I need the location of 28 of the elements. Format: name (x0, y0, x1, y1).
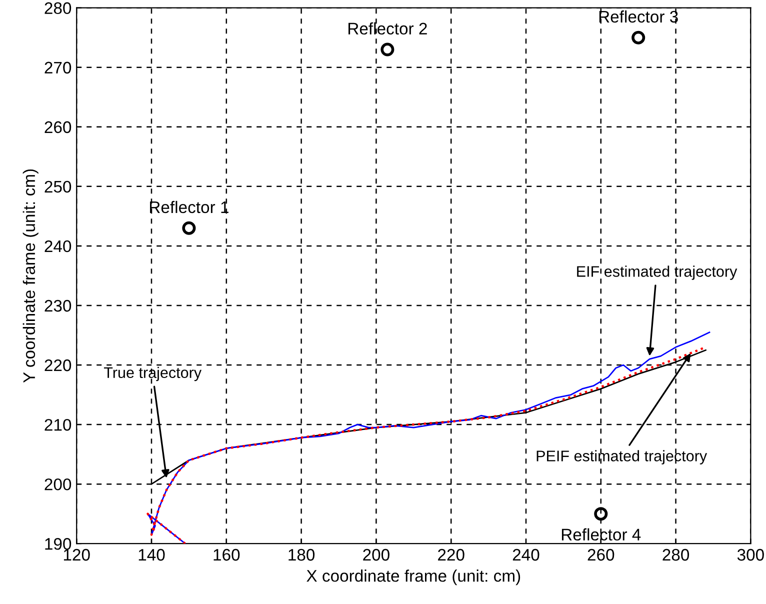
x-tick-label: 160 (214, 548, 240, 561)
annotation: Reflector 3 (599, 10, 678, 23)
annotation: Reflector 4 (562, 528, 641, 541)
y-tick-label: 210 (44, 418, 72, 431)
annotation: Reflector 2 (348, 22, 427, 35)
y-tick-label: 230 (44, 300, 72, 312)
y-axis-title: Y coordinate frame (unit: cm) (22, 169, 38, 383)
annotation: True trajectory (104, 366, 202, 382)
y-tick-label: 240 (44, 240, 72, 252)
x-tick-label: 240 (512, 548, 540, 561)
y-tick-label: 220 (44, 359, 72, 372)
x-tick-label: 200 (363, 548, 390, 561)
annotation: PEIF estimated trajectory (536, 450, 708, 464)
x-tick-label: 280 (662, 548, 690, 561)
annotation: EIF estimated trajectory (577, 266, 738, 280)
x-tick-label: 300 (737, 548, 764, 561)
y-tick-label: 190 (45, 538, 72, 550)
x-tick-label: 260 (588, 548, 614, 561)
x-tick-label: 180 (288, 548, 315, 561)
y-tick-label: 270 (44, 62, 72, 74)
y-tick-label: 200 (44, 478, 72, 490)
y-tick-label: 280 (44, 2, 72, 14)
x-axis-title: X coordinate frame (unit: cm) (306, 570, 520, 586)
y-tick-label: 260 (44, 121, 72, 134)
x-tick-label: 120 (64, 548, 90, 561)
x-tick-label: 220 (438, 548, 464, 561)
x-tick-label: 140 (138, 548, 165, 561)
y-tick-label: 250 (44, 180, 72, 193)
